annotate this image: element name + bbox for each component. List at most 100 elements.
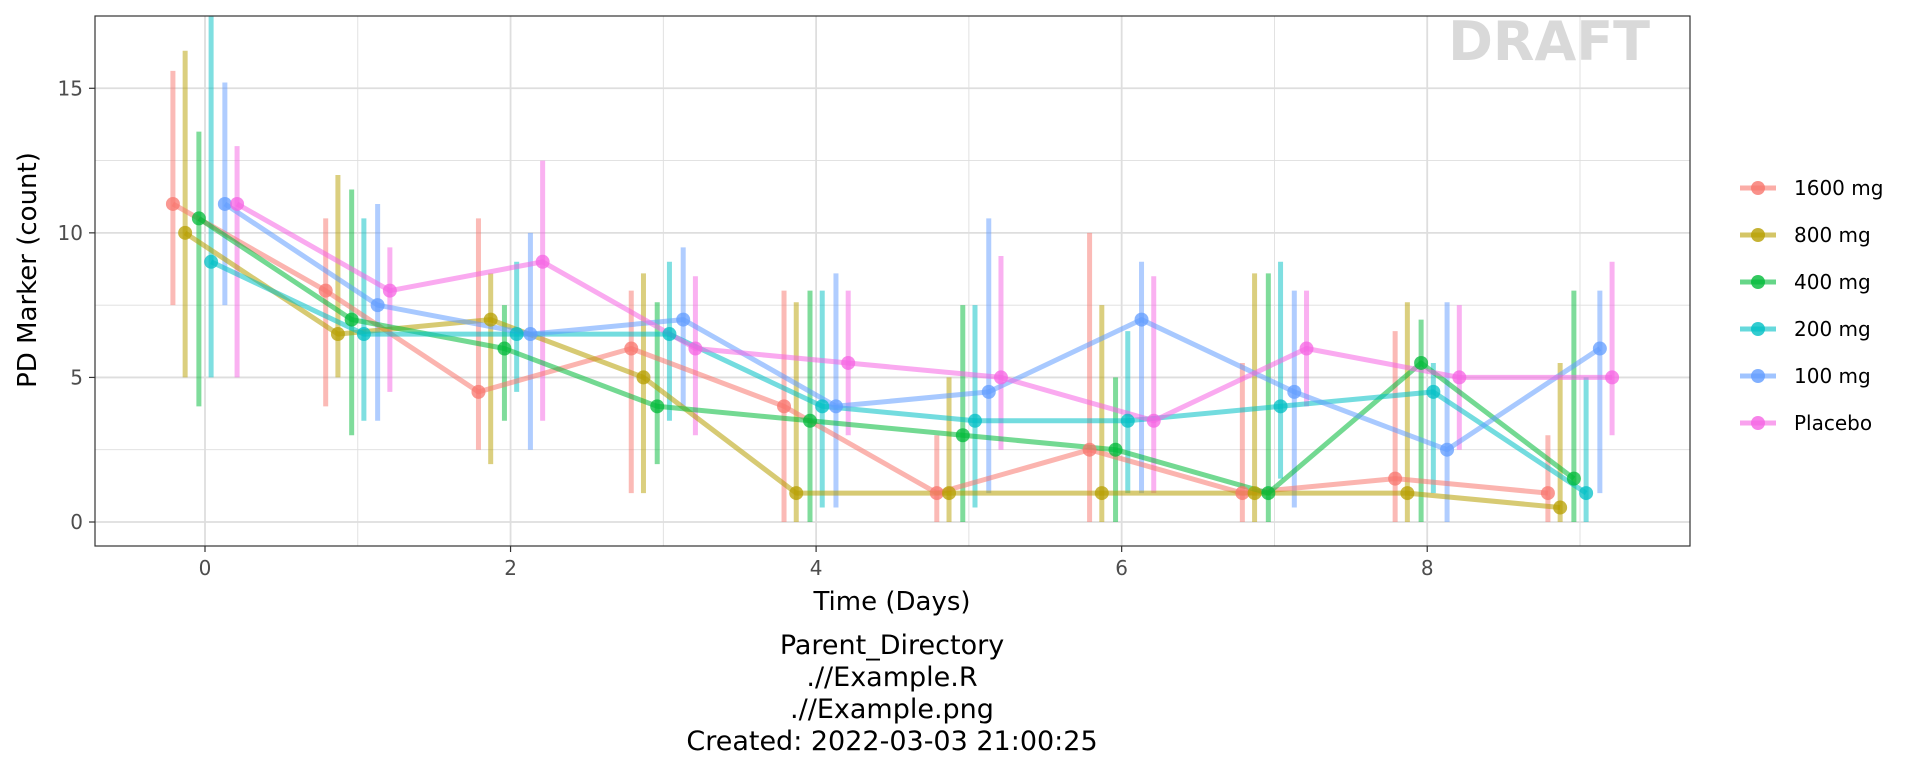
legend-key-point-1600-mg [1751,181,1765,195]
data-point-800-mg [1553,500,1568,515]
data-point-100-mg [523,327,538,342]
x-axis-title: Time (Days) [812,587,970,617]
y-tick-label: 5 [70,365,83,389]
data-point-100-mg [828,399,843,414]
data-point-200-mg [1579,486,1594,501]
plot-panel-border [94,15,1691,547]
data-point-100-mg [1287,384,1302,399]
data-point-placebo [1605,370,1620,385]
series-line-200-mg [210,259,1588,496]
data-point-placebo [230,196,245,211]
y-axis-ticks: 0 5 10 15 [58,76,95,534]
data-point-100-mg [1134,312,1149,327]
data-point-400-mg [191,211,206,226]
x-tick-label: 8 [1421,556,1434,580]
data-point-placebo [1299,341,1314,356]
data-point-1600-mg [471,384,486,399]
data-point-100-mg [1440,442,1455,457]
data-point-1600-mg [1388,471,1403,486]
data-point-1600-mg [1235,486,1250,501]
data-point-200-mg [1273,399,1288,414]
x-tick-label: 2 [504,556,517,580]
x-tick-label: 0 [199,556,212,580]
legend-label-1600-mg: 1600 mg [1794,176,1883,200]
legend-label-100-mg: 100 mg [1794,364,1871,388]
caption-line-4: Created: 2022-03-03 21:00:25 [686,726,1097,757]
data-point-800-mg [330,327,345,342]
y-tick-label: 15 [58,76,83,100]
data-point-100-mg [676,312,691,327]
data-point-200-mg [1120,413,1135,428]
data-point-placebo [1146,413,1161,428]
data-point-placebo [688,341,703,356]
data-point-200-mg [1426,384,1441,399]
data-point-200-mg [204,254,219,269]
data-point-800-mg [942,486,957,501]
data-point-200-mg [815,399,830,414]
legend-key-point-100-mg [1751,369,1765,383]
data-point-200-mg [509,327,524,342]
data-point-400-mg [1261,486,1276,501]
data-point-placebo [841,355,856,370]
data-point-800-mg [483,312,498,327]
data-point-placebo [382,283,397,298]
data-point-800-mg [1400,486,1415,501]
series-line-placebo [235,201,1613,424]
grid-lines [95,15,1690,546]
legend-key-point-400-mg [1751,275,1765,289]
series-points [165,196,1620,515]
data-point-400-mg [497,341,512,356]
data-point-400-mg [1414,355,1429,370]
data-point-800-mg [178,225,193,240]
data-point-400-mg [955,428,970,443]
data-point-400-mg [1566,471,1581,486]
caption-line-3: .//Example.png [790,694,994,725]
x-tick-label: 4 [810,556,823,580]
series-lines [171,201,1613,510]
y-axis-title: PD Marker (count) [13,152,43,388]
y-tick-label: 10 [58,221,83,245]
data-point-placebo [1452,370,1467,385]
data-point-100-mg [370,298,385,313]
series-line-100-mg [223,201,1602,453]
legend-key-point-200-mg [1751,322,1765,336]
legend-key-point-placebo [1751,416,1765,430]
data-point-placebo [993,370,1008,385]
legend-key-point-800-mg [1751,228,1765,242]
data-point-200-mg [968,413,982,428]
data-point-800-mg [789,486,804,501]
data-point-1600-mg [929,486,944,501]
series-line-1600-mg [171,201,1549,496]
data-point-1600-mg [777,399,792,414]
data-point-800-mg [636,370,651,385]
data-point-1600-mg [1540,486,1555,501]
watermark-text: DRAFT [1448,10,1650,73]
data-point-200-mg [356,327,371,342]
data-point-1600-mg [318,283,333,298]
data-point-800-mg [1094,486,1109,501]
legend-label-800-mg: 800 mg [1794,223,1871,247]
x-axis-ticks: 0 2 4 6 8 [199,546,1434,580]
series-line-800-mg [183,230,1561,510]
caption-line-1: Parent_Directory [780,630,1004,661]
data-point-100-mg [217,196,232,211]
data-point-1600-mg [624,341,639,356]
data-point-1600-mg [1082,442,1097,457]
x-tick-label: 6 [1115,556,1128,580]
data-point-400-mg [650,399,665,414]
caption: Parent_Directory .//Example.R .//Example… [686,630,1097,757]
caption-line-2: .//Example.R [806,662,977,693]
data-point-200-mg [662,327,677,342]
data-point-100-mg [981,384,996,399]
data-point-placebo [535,254,550,269]
y-tick-label: 0 [70,510,83,534]
legend: 1600 mg 800 mg 400 mg 200 mg 100 mg Placebo [1740,176,1883,435]
data-point-400-mg [803,413,817,428]
data-point-400-mg [1108,442,1123,457]
legend-label-200-mg: 200 mg [1794,317,1871,341]
data-point-400-mg [344,312,359,327]
legend-label-placebo: Placebo [1794,411,1872,435]
data-point-100-mg [1592,341,1607,356]
legend-label-400-mg: 400 mg [1794,270,1871,294]
